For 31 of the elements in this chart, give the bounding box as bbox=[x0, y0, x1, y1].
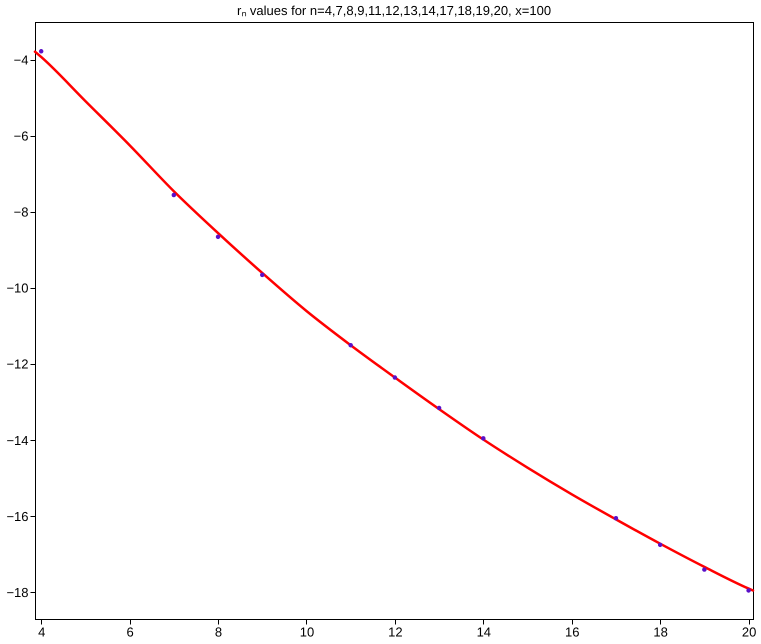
point bbox=[746, 588, 751, 593]
x-tick-label: 12 bbox=[388, 624, 403, 640]
x-tick-label: 8 bbox=[214, 624, 222, 640]
point bbox=[392, 375, 398, 380]
point bbox=[702, 567, 707, 572]
chart-title: rₙ values for n=4,7,8,9,11,12,13,14,17,18,19,20, x=100 bbox=[236, 3, 552, 18]
point bbox=[436, 406, 442, 410]
point bbox=[216, 234, 220, 240]
y-tick-label: −14 bbox=[6, 432, 28, 448]
y-tick-label: −18 bbox=[6, 584, 28, 600]
point bbox=[38, 49, 44, 54]
line-series bbox=[34, 50, 754, 592]
x-tick-label: 10 bbox=[300, 624, 314, 640]
x-tick-label: 6 bbox=[126, 624, 134, 640]
y-tick-label: −6 bbox=[14, 128, 28, 144]
x-tick-label: 14 bbox=[476, 624, 492, 640]
y-tick-label: −10 bbox=[6, 280, 28, 296]
point bbox=[260, 272, 264, 278]
x-tick-label: 20 bbox=[742, 624, 756, 640]
point bbox=[481, 436, 486, 441]
point bbox=[614, 516, 618, 520]
y-tick-label: −12 bbox=[6, 356, 28, 372]
point bbox=[658, 542, 662, 548]
x-tick-label: 16 bbox=[564, 624, 580, 640]
point bbox=[172, 192, 176, 198]
y-tick-label: −4 bbox=[14, 52, 28, 68]
y-tick-label: −8 bbox=[14, 204, 28, 220]
y-tick-label: −16 bbox=[6, 508, 28, 524]
x-tick-label: 4 bbox=[38, 624, 46, 640]
x-tick-label: 18 bbox=[653, 624, 668, 640]
point bbox=[348, 342, 353, 348]
